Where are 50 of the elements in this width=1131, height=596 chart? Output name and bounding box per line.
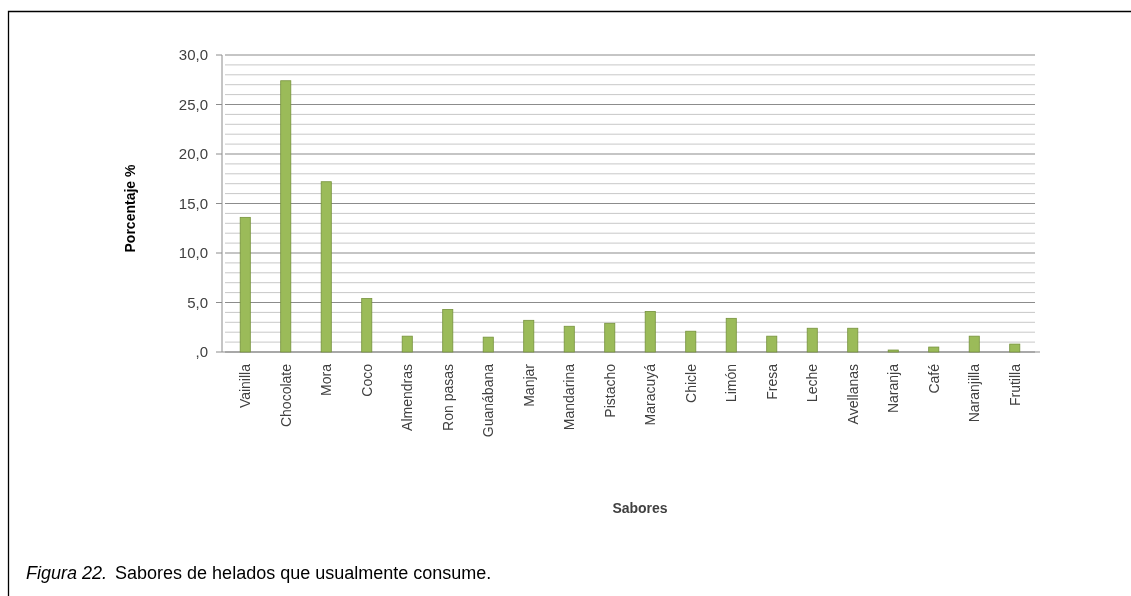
bar <box>320 181 332 353</box>
x-tick-label: Chocolate <box>277 363 294 428</box>
x-tick-label: Chicle <box>682 363 699 403</box>
x-tick-label: Pistacho <box>601 363 618 418</box>
y-tick-label: 10,0 <box>178 244 208 262</box>
x-tick-label: Guanábana <box>480 363 497 438</box>
x-tick-label: Naranja <box>885 363 902 414</box>
bar <box>1009 343 1021 353</box>
x-tick-label: Almendras <box>399 364 416 431</box>
y-tick-label: ,0 <box>195 343 208 361</box>
bar <box>361 298 373 353</box>
bar <box>523 319 535 353</box>
x-tick-label: Naranjilla <box>966 363 983 423</box>
bar <box>604 322 616 353</box>
bar <box>806 327 818 353</box>
x-tick-label: Leche <box>804 363 821 403</box>
bar <box>401 335 413 353</box>
bar <box>239 216 251 353</box>
bar <box>644 311 656 353</box>
bar <box>280 80 292 353</box>
y-tick-label: 5,0 <box>187 293 208 311</box>
bar <box>725 317 737 353</box>
x-tick-label: Coco <box>358 363 375 397</box>
x-tick-label: Fresa <box>763 363 780 400</box>
x-tick-label: Ron pasas <box>439 364 456 431</box>
x-tick-label: Mora <box>318 363 335 396</box>
bar <box>928 346 940 353</box>
y-tick-label: 25,0 <box>178 95 208 113</box>
x-axis-title: Sabores <box>612 500 668 516</box>
y-tick-label: 15,0 <box>178 194 208 212</box>
y-tick-label: 20,0 <box>178 145 208 163</box>
bar <box>847 327 859 353</box>
x-tick-label: Vainilla <box>237 363 254 409</box>
text: Figura 22. <box>26 563 108 583</box>
bar <box>685 330 697 353</box>
x-tick-label: Frutilla <box>1006 363 1023 407</box>
x-tick-label: Limón <box>723 364 740 403</box>
x-tick-label: Manjar <box>520 363 537 407</box>
bar <box>968 335 980 353</box>
bar <box>482 336 494 353</box>
bar <box>766 335 778 353</box>
bar <box>563 325 575 353</box>
y-axis-title: Porcentaje % <box>122 163 138 253</box>
y-tick-label: 30,0 <box>178 46 208 64</box>
x-tick-label: Café <box>925 363 942 394</box>
bar <box>442 309 454 353</box>
x-tick-label: Avellanas <box>844 364 861 425</box>
x-tick-label: Maracuyá <box>642 363 659 426</box>
x-tick-label: Mandarina <box>561 363 578 431</box>
text: Sabores de helados que usualmente consume. <box>115 563 492 583</box>
